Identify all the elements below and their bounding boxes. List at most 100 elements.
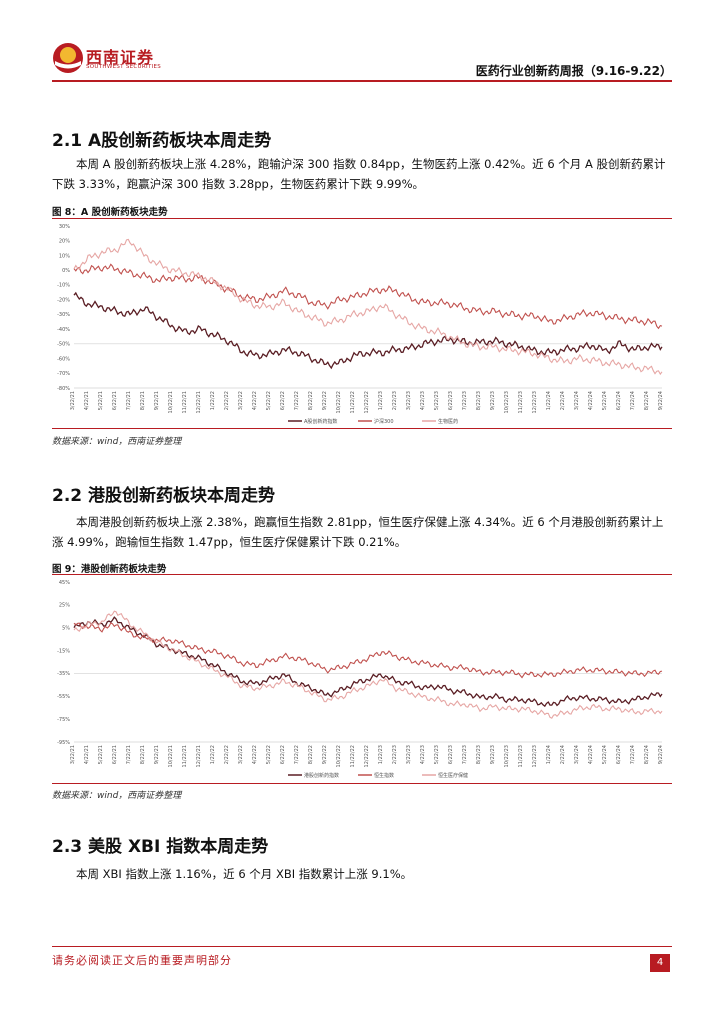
y-tick-label: -40% bbox=[57, 327, 70, 333]
x-tick-label: 4/22/21 bbox=[84, 745, 90, 764]
figure-9-bottom-rule bbox=[52, 783, 672, 784]
page-number: 4 bbox=[650, 954, 670, 972]
x-tick-label: 9/22/24 bbox=[658, 745, 664, 764]
x-tick-label: 3/22/23 bbox=[406, 745, 412, 764]
x-tick-label: 6/22/24 bbox=[616, 745, 622, 764]
section-heading-2-3: 2.3 美股 XBI 指数本周走势 bbox=[52, 837, 269, 857]
x-tick-label: 6/22/22 bbox=[280, 391, 286, 410]
x-tick-label: 2/22/23 bbox=[392, 391, 398, 410]
x-tick-label: 6/22/22 bbox=[280, 745, 286, 764]
x-tick-label: 6/22/23 bbox=[448, 391, 454, 410]
legend-label: 沪深300 bbox=[374, 418, 394, 425]
x-tick-label: 1/22/22 bbox=[210, 391, 216, 410]
x-tick-label: 10/22/22 bbox=[336, 391, 342, 413]
company-logo: 西南证券 SOUTHWEST SECURITIES bbox=[52, 42, 172, 76]
x-tick-label: 4/22/24 bbox=[588, 391, 594, 410]
x-tick-label: 3/22/21 bbox=[70, 391, 76, 410]
x-tick-label: 3/22/22 bbox=[238, 391, 244, 410]
x-tick-label: 9/22/22 bbox=[322, 391, 328, 410]
x-tick-label: 7/22/23 bbox=[462, 745, 468, 764]
x-tick-label: 9/22/22 bbox=[322, 745, 328, 764]
series-line-3 bbox=[73, 238, 663, 376]
y-tick-label: -80% bbox=[57, 386, 70, 392]
y-tick-label: 20% bbox=[59, 239, 70, 245]
x-tick-label: 8/22/23 bbox=[476, 745, 482, 764]
x-tick-label: 2/22/22 bbox=[224, 391, 230, 410]
x-tick-label: 7/22/21 bbox=[126, 745, 132, 764]
y-tick-label: 45% bbox=[59, 580, 70, 586]
x-tick-label: 5/22/21 bbox=[98, 391, 104, 410]
x-tick-label: 9/22/21 bbox=[154, 745, 160, 764]
x-tick-label: 5/22/23 bbox=[434, 745, 440, 764]
x-tick-label: 12/22/21 bbox=[196, 391, 202, 413]
legend-label: 生物医药 bbox=[438, 418, 458, 425]
y-tick-label: -60% bbox=[57, 356, 70, 362]
x-tick-label: 8/22/24 bbox=[644, 391, 650, 410]
y-tick-label: 10% bbox=[59, 253, 70, 259]
x-tick-label: 5/22/24 bbox=[602, 391, 608, 410]
x-tick-label: 12/22/21 bbox=[196, 745, 202, 767]
section-paragraph-2-3: 本周 XBI 指数上涨 1.16%，近 6 个月 XBI 指数累计上涨 9.1%… bbox=[76, 867, 413, 881]
x-tick-label: 3/22/21 bbox=[70, 745, 76, 764]
x-tick-label: 6/22/21 bbox=[112, 391, 118, 410]
section-paragraph-2-1: 本周 A 股创新药板块上涨 4.28%，跑输沪深 300 指数 0.84pp，生… bbox=[52, 157, 666, 191]
page-header: 西南证券 SOUTHWEST SECURITIES 医药行业创新药周报（9.16… bbox=[52, 40, 672, 80]
series-line-2 bbox=[73, 263, 663, 330]
x-tick-label: 8/22/24 bbox=[644, 745, 650, 764]
y-tick-label: -55% bbox=[57, 694, 70, 700]
legend-label: 恒生指数 bbox=[374, 772, 394, 779]
figure-8-bottom-rule bbox=[52, 428, 672, 429]
figure-8-chart: 30% 20% 10% 0% -10% -20% -30% -40% -50% -60% -70% -… bbox=[52, 220, 672, 428]
y-tick-label: 30% bbox=[59, 224, 70, 230]
y-tick-label: -10% bbox=[57, 283, 70, 289]
x-tick-label: 9/22/23 bbox=[490, 745, 496, 764]
series-line-1 bbox=[73, 291, 663, 370]
x-tick-label: 12/22/22 bbox=[364, 745, 370, 767]
x-tick-label: 8/22/21 bbox=[140, 745, 146, 764]
y-tick-label: -95% bbox=[57, 740, 70, 746]
x-tick-label: 7/22/22 bbox=[294, 745, 300, 764]
x-tick-label: 1/22/24 bbox=[546, 745, 552, 764]
x-tick-label: 9/22/24 bbox=[658, 391, 664, 410]
x-tick-label: 7/22/24 bbox=[630, 391, 636, 410]
x-tick-label: 3/22/23 bbox=[406, 391, 412, 410]
logo-en-text: SOUTHWEST SECURITIES bbox=[86, 64, 162, 70]
x-tick-label: 3/22/24 bbox=[574, 745, 580, 764]
series-line-1 bbox=[73, 616, 663, 708]
x-tick-label: 4/22/21 bbox=[84, 391, 90, 410]
x-tick-label: 1/22/24 bbox=[546, 391, 552, 410]
x-tick-label: 5/22/22 bbox=[266, 745, 272, 764]
x-tick-label: 11/22/23 bbox=[518, 391, 524, 413]
x-tick-label: 9/22/21 bbox=[154, 391, 160, 410]
x-tick-label: 12/22/23 bbox=[532, 391, 538, 413]
figure-9-source: 数据来源：wind，西南证券整理 bbox=[52, 791, 182, 801]
figure-8-top-rule bbox=[52, 218, 672, 219]
x-tick-label: 10/22/21 bbox=[168, 391, 174, 413]
series-line-3 bbox=[73, 610, 663, 719]
logo-mark-icon bbox=[53, 43, 83, 73]
section-heading-2-1: 2.1 A股创新药板块本周走势 bbox=[52, 131, 272, 151]
x-tick-label: 4/22/24 bbox=[588, 745, 594, 764]
x-tick-label: 8/22/23 bbox=[476, 391, 482, 410]
hk-share-chart-svg: 45% 25% 5% -15% -35% -55% -75% -95%3/22/21 4/22/… bbox=[57, 580, 664, 779]
x-tick-label: 2/22/23 bbox=[392, 745, 398, 764]
y-tick-label: -70% bbox=[57, 371, 70, 377]
legend-label: 恒生医疗保健 bbox=[438, 772, 468, 779]
x-tick-label: 1/22/23 bbox=[378, 391, 384, 410]
x-tick-label: 12/22/23 bbox=[532, 745, 538, 767]
x-tick-label: 4/22/23 bbox=[420, 391, 426, 410]
x-tick-label: 11/22/22 bbox=[350, 391, 356, 413]
header-divider bbox=[52, 80, 672, 82]
section-heading-2-2: 2.2 港股创新药板块本周走势 bbox=[52, 486, 276, 506]
x-tick-label: 1/22/22 bbox=[210, 745, 216, 764]
figure-8-title: 图 8：A 股创新药板块走势 bbox=[52, 207, 168, 218]
y-tick-label: -30% bbox=[57, 312, 70, 318]
x-tick-label: 7/22/22 bbox=[294, 391, 300, 410]
x-tick-label: 6/22/21 bbox=[112, 745, 118, 764]
x-tick-label: 5/22/24 bbox=[602, 745, 608, 764]
legend-label: 港股创新药指数 bbox=[304, 772, 339, 779]
x-tick-label: 10/22/21 bbox=[168, 745, 174, 767]
x-tick-label: 8/22/22 bbox=[308, 745, 314, 764]
report-title: 医药行业创新药周报（9.16-9.22） bbox=[475, 64, 672, 78]
y-tick-label: 5% bbox=[62, 626, 70, 632]
